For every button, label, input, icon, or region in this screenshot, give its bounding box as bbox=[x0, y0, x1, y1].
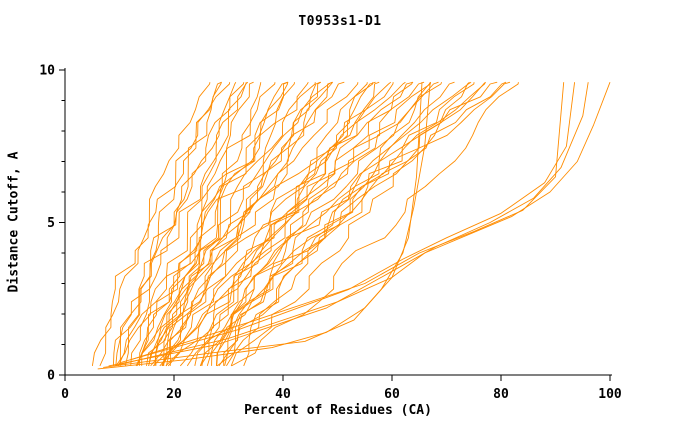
accuracy-curve bbox=[224, 81, 486, 367]
accuracy-curve bbox=[99, 82, 211, 367]
accuracy-curve bbox=[113, 82, 611, 367]
accuracy-curve bbox=[130, 82, 565, 361]
y-tick-label: 0 bbox=[47, 369, 55, 384]
accuracy-curve bbox=[108, 82, 589, 367]
accuracy-curve bbox=[135, 82, 262, 367]
accuracy-curve bbox=[119, 82, 576, 364]
accuracy-curve bbox=[223, 81, 507, 366]
accuracy-curve bbox=[200, 81, 414, 367]
accuracy-curve bbox=[218, 81, 455, 367]
accuracy-curve bbox=[137, 81, 254, 367]
accuracy-curve bbox=[165, 82, 359, 366]
y-tick-label: 10 bbox=[39, 64, 55, 79]
x-tick-label: 40 bbox=[275, 387, 291, 402]
x-axis-label: Percent of Residues (CA) bbox=[244, 403, 432, 418]
accuracy-curve bbox=[103, 82, 431, 368]
model-curves bbox=[91, 81, 611, 370]
accuracy-curve bbox=[150, 81, 333, 367]
accuracy-curve bbox=[91, 82, 231, 366]
y-tick-label: 5 bbox=[47, 216, 55, 231]
accuracy-curve bbox=[148, 82, 289, 366]
accuracy-curve bbox=[130, 81, 249, 366]
x-tick-label: 60 bbox=[384, 387, 400, 402]
x-tick-label: 20 bbox=[166, 387, 182, 402]
accuracy-curve bbox=[115, 81, 237, 366]
accuracy-curve bbox=[112, 82, 222, 366]
accuracy-curve bbox=[124, 82, 245, 367]
accuracy-curve bbox=[215, 81, 425, 366]
x-tick-label: 80 bbox=[493, 387, 509, 402]
accuracy-curve bbox=[148, 81, 309, 367]
accuracy-curve bbox=[117, 82, 295, 367]
accuracy-curve bbox=[169, 81, 345, 366]
accuracy-curve bbox=[141, 81, 333, 366]
accuracy-curve bbox=[159, 82, 394, 367]
axes bbox=[59, 68, 612, 381]
accuracy-curve bbox=[154, 81, 288, 366]
accuracy-curve bbox=[243, 81, 511, 367]
accuracy-curve bbox=[186, 82, 475, 367]
accuracy-curve bbox=[201, 81, 413, 366]
x-tick-label: 100 bbox=[598, 387, 622, 402]
accuracy-curve bbox=[161, 81, 392, 367]
accuracy-curve bbox=[119, 81, 222, 366]
accuracy-curve bbox=[146, 81, 333, 366]
accuracy-curve bbox=[162, 81, 406, 367]
accuracy-curve bbox=[155, 81, 289, 366]
accuracy-curve bbox=[163, 82, 316, 366]
accuracy-curve bbox=[231, 82, 519, 367]
accuracy-curve bbox=[206, 81, 498, 367]
accuracy-curve bbox=[97, 82, 423, 370]
x-tick-label: 0 bbox=[61, 387, 69, 402]
accuracy-curve bbox=[199, 81, 486, 367]
chart-title: T0953s1-D1 bbox=[298, 14, 382, 29]
accuracy-curve bbox=[216, 82, 443, 366]
accuracy-curve bbox=[194, 82, 432, 366]
accuracy-curve bbox=[226, 81, 472, 367]
